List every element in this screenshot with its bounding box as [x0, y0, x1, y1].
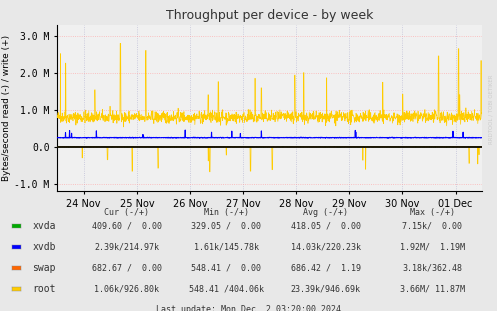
- Text: RRDTOOL / TOBI OETIKER: RRDTOOL / TOBI OETIKER: [489, 74, 494, 144]
- Text: 548.41 /404.06k: 548.41 /404.06k: [189, 284, 263, 293]
- Text: 7.15k/  0.00: 7.15k/ 0.00: [403, 222, 462, 230]
- Text: 23.39k/946.69k: 23.39k/946.69k: [291, 284, 360, 293]
- Text: Cur (-/+): Cur (-/+): [104, 208, 149, 217]
- Text: 3.66M/ 11.87M: 3.66M/ 11.87M: [400, 284, 465, 293]
- Text: 329.05 /  0.00: 329.05 / 0.00: [191, 222, 261, 230]
- Text: 682.67 /  0.00: 682.67 / 0.00: [92, 263, 162, 272]
- Text: 409.60 /  0.00: 409.60 / 0.00: [92, 222, 162, 230]
- Text: 686.42 /  1.19: 686.42 / 1.19: [291, 263, 360, 272]
- Text: 1.61k/145.78k: 1.61k/145.78k: [194, 243, 258, 251]
- Text: 2.39k/214.97k: 2.39k/214.97k: [94, 243, 159, 251]
- Text: 1.92M/  1.19M: 1.92M/ 1.19M: [400, 243, 465, 251]
- Text: 14.03k/220.23k: 14.03k/220.23k: [291, 243, 360, 251]
- Text: 1.06k/926.80k: 1.06k/926.80k: [94, 284, 159, 293]
- Text: root: root: [32, 284, 56, 294]
- Text: xvdb: xvdb: [32, 242, 56, 252]
- Text: 3.18k/362.48: 3.18k/362.48: [403, 263, 462, 272]
- Y-axis label: Bytes/second read (-) / write (+): Bytes/second read (-) / write (+): [2, 35, 11, 181]
- Text: 548.41 /  0.00: 548.41 / 0.00: [191, 263, 261, 272]
- Text: Avg (-/+): Avg (-/+): [303, 208, 348, 217]
- Text: Max (-/+): Max (-/+): [410, 208, 455, 217]
- Text: Min (-/+): Min (-/+): [204, 208, 248, 217]
- Text: Last update: Mon Dec  2 03:20:00 2024: Last update: Mon Dec 2 03:20:00 2024: [156, 305, 341, 311]
- Text: swap: swap: [32, 263, 56, 273]
- Text: 418.05 /  0.00: 418.05 / 0.00: [291, 222, 360, 230]
- Text: xvda: xvda: [32, 221, 56, 231]
- Title: Throughput per device - by week: Throughput per device - by week: [166, 9, 373, 22]
